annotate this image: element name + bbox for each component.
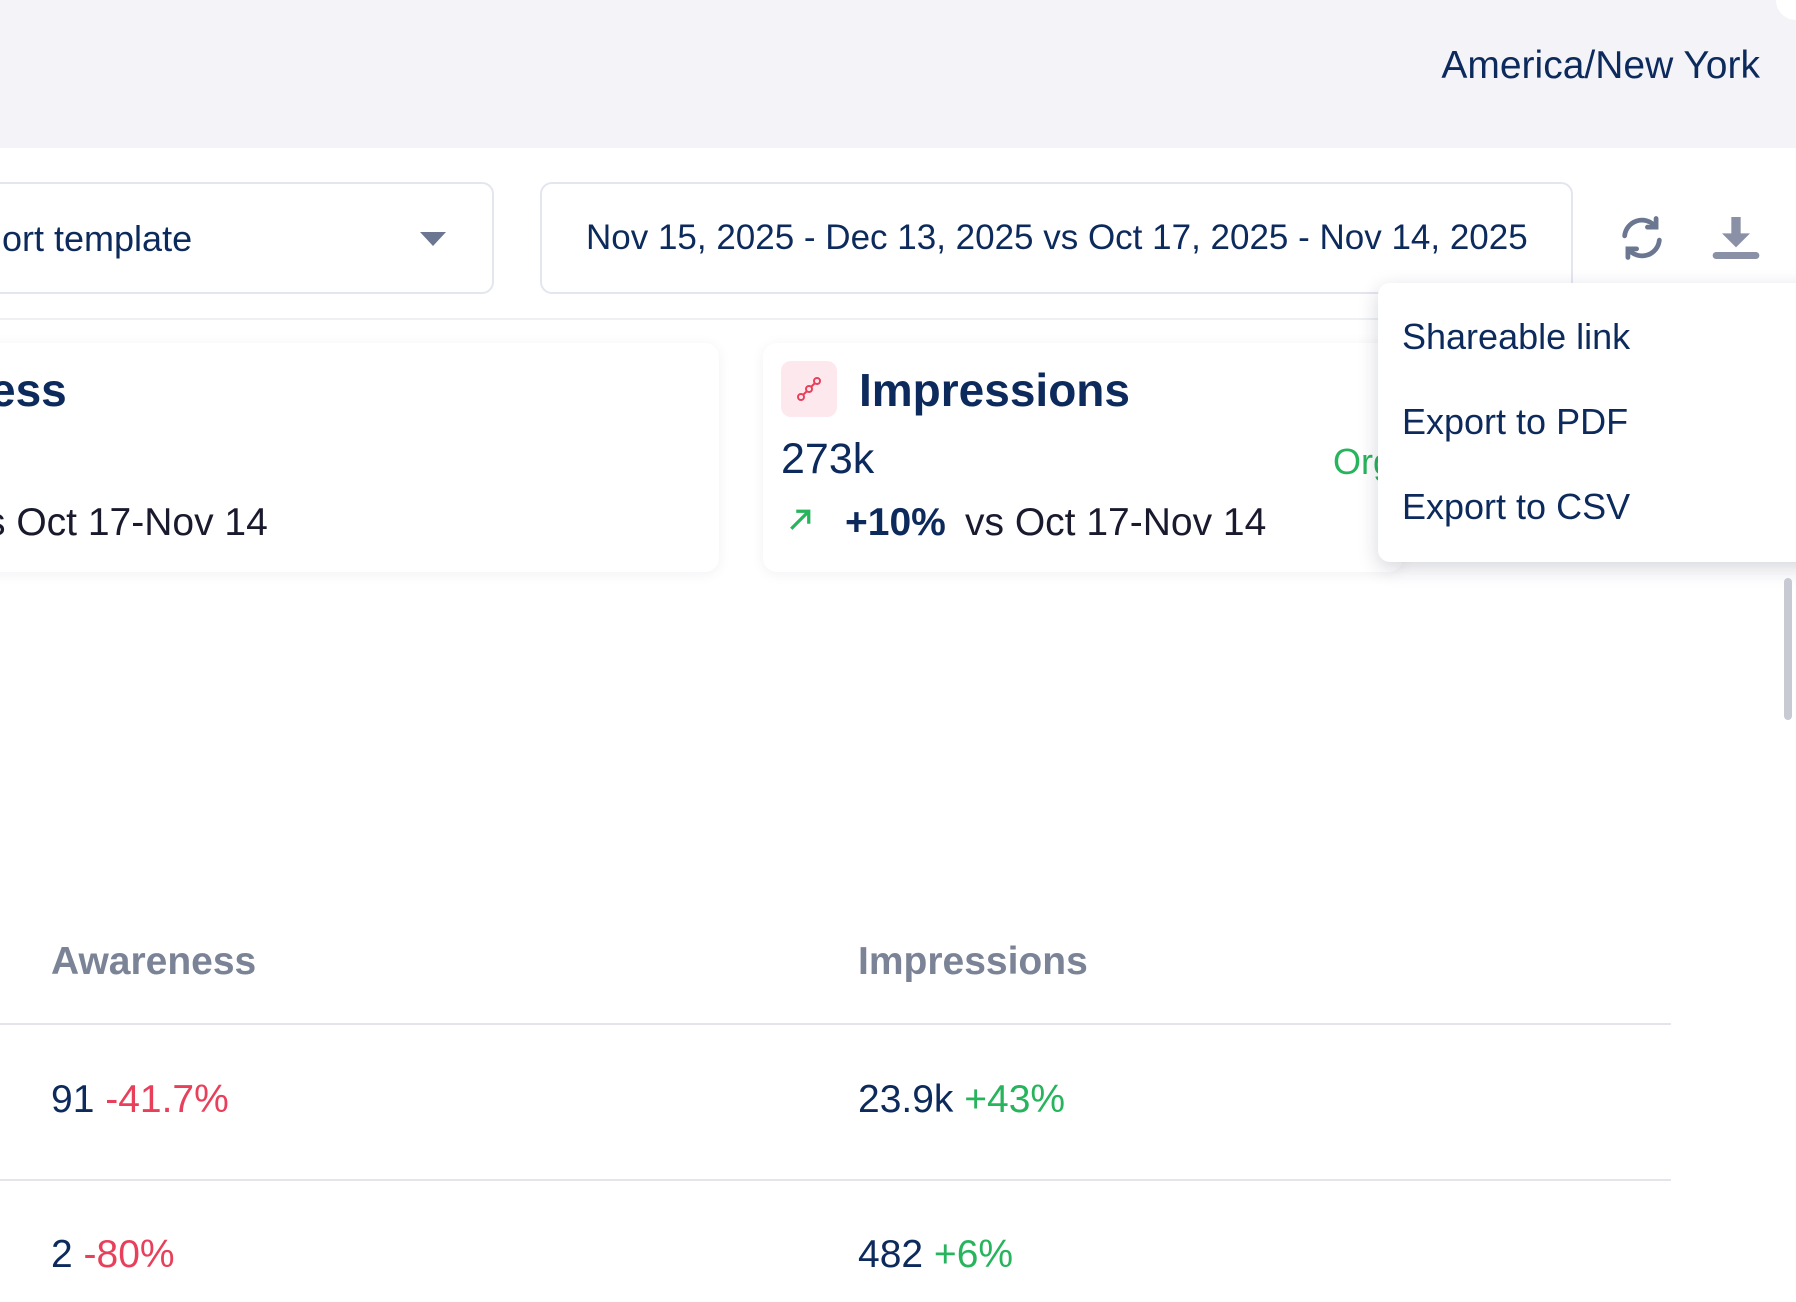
template-label: ort template [2,218,193,259]
card-tag: Org [1333,441,1381,482]
scrollbar[interactable] [1784,578,1792,720]
menu-item-export-pdf[interactable]: Export to PDF [1402,401,1629,442]
divider [0,1179,1671,1181]
download-icon[interactable] [1708,212,1760,264]
card-change: +10% [845,501,946,544]
column-header-impressions: Impressions [858,940,1088,983]
date-range-text: Nov 15, 2025 - Dec 13, 2025 vs Oct 17, 2… [586,218,1528,257]
export-menu: Shareable link Export to PDF Export to C… [1378,283,1796,562]
top-bar: America/New York [0,0,1796,148]
card-title: ess [0,364,67,416]
awareness-cell: 2 -80% [51,1233,175,1276]
connected-nodes-icon [781,361,837,417]
card-title: Impressions [859,364,1130,416]
menu-item-export-csv[interactable]: Export to CSV [1402,486,1631,527]
divider [0,1023,1671,1025]
date-range-picker[interactable]: Nov 15, 2025 - Dec 13, 2025 vs Oct 17, 2… [540,182,1573,294]
refresh-icon[interactable] [1616,212,1668,264]
impressions-cell: 482 +6% [858,1233,1014,1276]
awareness-cell: 91 -41.7% [51,1078,229,1121]
card-value: 273k [781,435,875,483]
awareness-card: ess s Oct 17-Nov 14 [0,343,719,572]
card-comparison: vs Oct 17-Nov 14 [965,501,1267,544]
timezone-label: America/New York [1441,44,1760,87]
impressions-cell: 23.9k +43% [858,1078,1066,1121]
corner-button[interactable] [1776,0,1796,20]
card-comparison: s Oct 17-Nov 14 [0,501,268,544]
trend-up-icon [785,501,815,545]
column-header-awareness: Awareness [51,940,257,983]
chevron-down-icon [420,232,446,246]
report-template-select[interactable]: ort template [0,182,494,294]
impressions-card: Impressions 273k Org +10% vs Oct 17-Nov … [763,343,1403,572]
divider [0,318,1580,320]
menu-item-shareable-link[interactable]: Shareable link [1402,316,1631,357]
